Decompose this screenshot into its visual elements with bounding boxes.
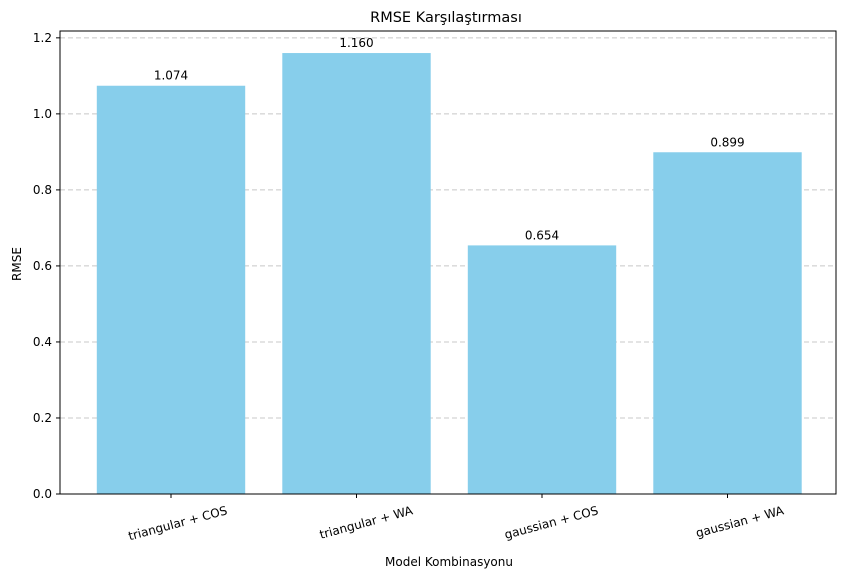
y-axis-title: RMSE <box>10 247 24 281</box>
y-tick-label: 0.0 <box>33 487 52 501</box>
plot-frame <box>59 30 837 495</box>
chart-title: RMSE Karşılaştırması <box>370 10 522 26</box>
y-tick-label: 1.2 <box>33 31 52 45</box>
bar <box>653 152 802 494</box>
y-tick-label: 1.0 <box>33 107 52 121</box>
bar-value-label: 0.654 <box>525 228 559 242</box>
y-axis: 0.0 0.2 0.4 0.6 0.8 1.0 1.2 <box>33 31 60 501</box>
x-tick-label: gaussian + COS <box>503 503 600 541</box>
data-labels: 1.074 1.160 0.654 0.899 <box>154 36 745 242</box>
bar-value-label: 1.160 <box>339 36 373 50</box>
y-tick-label: 0.4 <box>33 335 52 349</box>
bar <box>282 53 431 495</box>
bars <box>96 53 802 495</box>
bar-value-label: 1.074 <box>154 69 188 83</box>
x-tick-label: triangular + WA <box>318 503 415 542</box>
y-tick-label: 0.2 <box>33 411 52 425</box>
bar <box>96 85 246 494</box>
y-tick-label: 0.6 <box>33 259 52 273</box>
x-axis: triangular + COS triangular + WA gaussian … <box>127 494 786 543</box>
bar <box>467 245 617 494</box>
y-tick-label: 0.8 <box>33 183 52 197</box>
x-axis-title: Model Kombinasyonu <box>385 555 513 569</box>
x-tick-label: triangular + COS <box>127 503 229 543</box>
x-tick-label: gaussian + WA <box>694 503 786 540</box>
bar-value-label: 0.899 <box>710 135 744 149</box>
